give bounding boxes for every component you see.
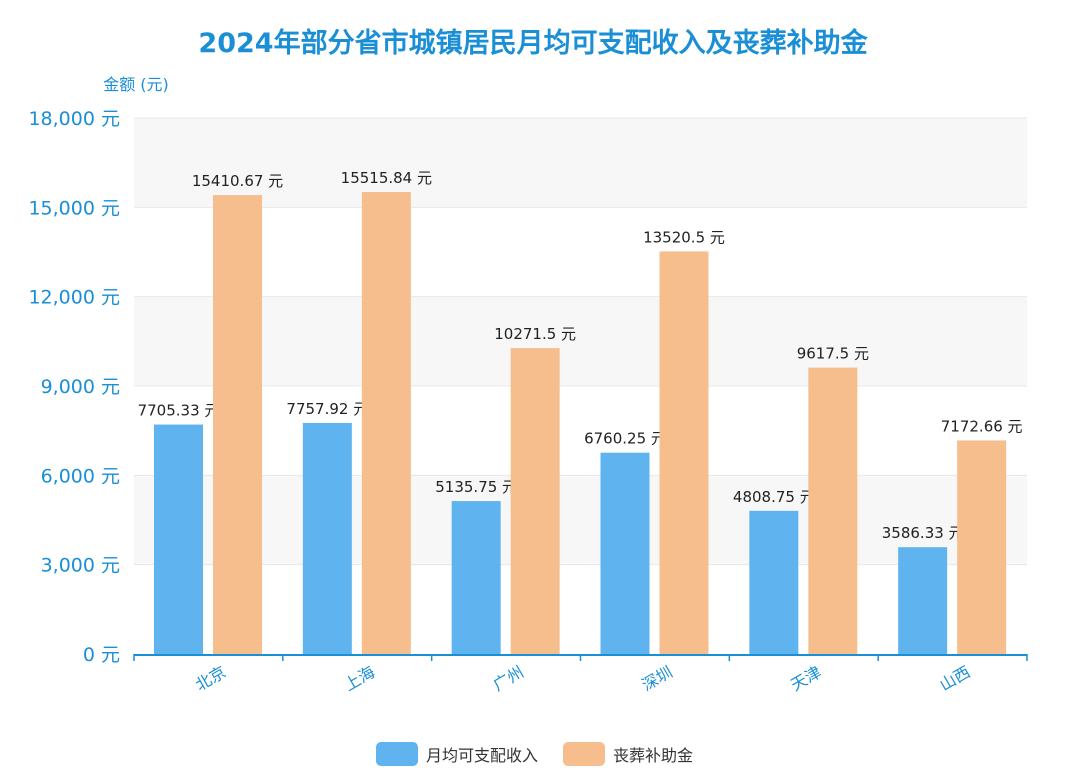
y-tick-label: 9,000 元: [41, 376, 120, 398]
x-tick-label: 北京: [192, 662, 229, 694]
data-label: 7705.33 元: [138, 402, 220, 420]
data-label: 15410.67 元: [192, 172, 283, 190]
bar-income: [451, 501, 501, 654]
bar-income: [600, 452, 650, 654]
grid-band: [134, 118, 1027, 208]
x-tick-label: 山西: [936, 662, 973, 694]
data-label: 3586.33 元: [882, 524, 964, 542]
bar-funeral-subsidy: [213, 195, 262, 654]
data-label: 7757.92 元: [286, 400, 368, 418]
data-label: 9617.5 元: [797, 345, 869, 363]
data-label: 10271.5 元: [494, 325, 576, 343]
bar-income: [154, 424, 203, 654]
grid-band: [134, 296, 1027, 386]
bar-funeral-subsidy: [957, 440, 1007, 654]
bar-income: [749, 510, 799, 654]
grid-band: [134, 475, 1027, 565]
bar-funeral-subsidy: [659, 251, 709, 654]
data-label: 5135.75 元: [435, 478, 517, 496]
y-tick-label: 18,000 元: [28, 108, 120, 130]
bar-funeral-subsidy: [510, 348, 560, 654]
data-label: 13520.5 元: [643, 228, 725, 246]
y-tick-label: 12,000 元: [28, 287, 120, 309]
x-tick-label: 广州: [490, 662, 527, 694]
chart-title: 2024年部分省市城镇居民月均可支配收入及丧葬补助金: [198, 27, 868, 59]
bar-income: [302, 422, 352, 654]
x-tick-label: 上海: [341, 662, 378, 694]
bar-funeral-subsidy: [808, 367, 858, 654]
x-tick-label: 深圳: [639, 662, 676, 694]
legend-label[interactable]: 月均可支配收入: [426, 746, 538, 765]
bar-funeral-subsidy: [361, 191, 411, 654]
y-tick-label: 3,000 元: [41, 555, 120, 577]
y-tick-label: 15,000 元: [28, 197, 120, 219]
data-label: 6760.25 元: [584, 430, 666, 448]
x-tick-label: 天津: [787, 662, 824, 694]
legend-swatch[interactable]: [376, 742, 418, 766]
y-tick-label: 0 元: [83, 644, 120, 666]
bar-income: [898, 547, 948, 654]
data-label: 7172.66 元: [941, 417, 1023, 435]
y-axis-label: 金额 (元): [103, 75, 169, 94]
legend-label[interactable]: 丧葬补助金: [613, 746, 693, 765]
y-tick-label: 6,000 元: [41, 465, 120, 487]
data-label: 4808.75 元: [733, 488, 815, 506]
data-label: 15515.84 元: [341, 169, 432, 187]
legend-swatch[interactable]: [563, 742, 605, 766]
